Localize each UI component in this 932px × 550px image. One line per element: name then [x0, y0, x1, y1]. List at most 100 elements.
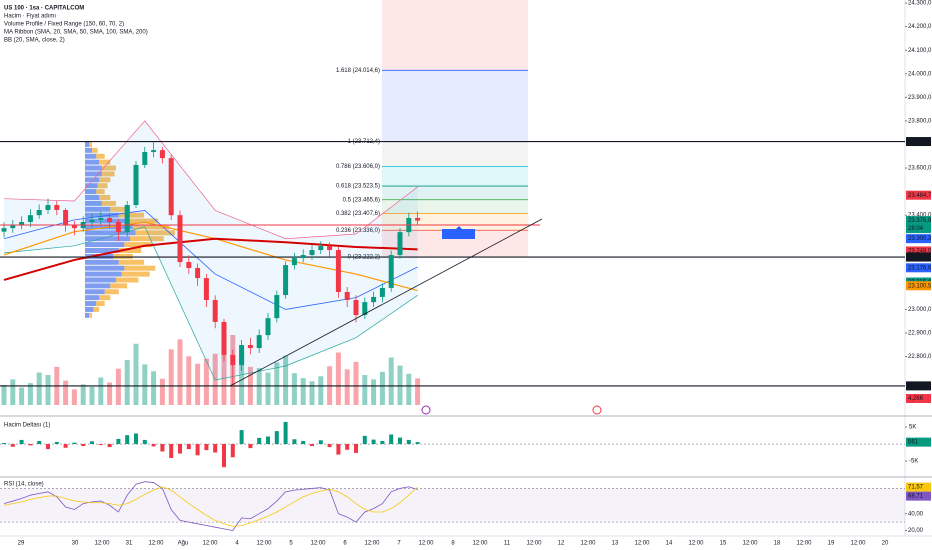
y-tick-label: -5K	[909, 459, 918, 465]
volume-profile-bar	[85, 312, 90, 318]
volume-bar	[98, 377, 104, 405]
candle-body	[212, 299, 218, 322]
volume-profile-bar	[96, 301, 105, 307]
event-icon[interactable]	[421, 405, 431, 415]
candle-body	[89, 219, 95, 222]
volume-profile-bar	[101, 171, 115, 177]
candle-body	[283, 265, 289, 296]
candle-body	[159, 150, 165, 159]
volume-bar	[159, 378, 165, 405]
price-label: 23.248,0	[908, 249, 932, 255]
fib-label: 0.236 (23.336,0)	[336, 228, 380, 234]
x-tick-label: 12:00	[472, 541, 488, 547]
x-tick-label: Ağu	[178, 541, 189, 547]
volume-bar	[10, 379, 16, 405]
volume-bar	[203, 358, 209, 405]
candle-body	[115, 221, 121, 233]
volume-bar	[142, 364, 148, 405]
rsi-line	[3, 481, 418, 531]
volume-profile-bar	[110, 283, 128, 289]
candle-body	[142, 152, 148, 165]
pane-title: Hacim Deltası (1)	[4, 423, 50, 429]
volume-profile-bar	[85, 194, 100, 200]
x-tick-label: 4	[235, 541, 239, 547]
volume-bar	[124, 360, 130, 405]
x-tick-label: 12:00	[148, 541, 164, 547]
x-tick-label: 6	[343, 541, 347, 547]
x-tick-label: 12:00	[634, 541, 650, 547]
volume-profile-bar	[96, 153, 105, 159]
value-label: 561	[908, 440, 919, 446]
candle-body	[151, 150, 157, 153]
delta-bar	[318, 440, 323, 445]
x-tick-label: 12:00	[256, 541, 272, 547]
delta-bar	[292, 439, 297, 445]
x-tick-label: 11	[504, 541, 511, 547]
delta-bar	[283, 421, 288, 445]
candle-body	[415, 217, 421, 221]
x-tick-label: 12	[558, 541, 565, 547]
event-icon[interactable]	[592, 405, 602, 415]
volume-profile-bar	[85, 253, 114, 259]
candle-body	[203, 278, 209, 300]
price-label: 23.484,7	[908, 193, 932, 199]
volume-bar	[256, 368, 262, 405]
countdown: 28:04	[908, 226, 924, 232]
fib-band	[382, 70, 528, 142]
price-label-box	[906, 137, 931, 147]
candle-body	[10, 225, 16, 229]
volume-bar	[89, 386, 95, 405]
volume-profile-bar	[85, 141, 90, 147]
candle-body	[71, 225, 77, 229]
volume-profile-bar	[115, 277, 139, 283]
volume-bar	[177, 339, 183, 405]
volume-profile-bar	[99, 177, 111, 183]
x-tick-label: 8	[451, 541, 455, 547]
x-tick-label: 12:00	[526, 541, 542, 547]
volume-profile-bar	[85, 271, 122, 277]
legend-entry: Volume Profile / Fixed Range (150, 60, 7…	[4, 22, 124, 28]
candle-body	[327, 246, 333, 251]
delta-bar	[72, 442, 77, 445]
candle-body	[124, 205, 130, 233]
candle-body	[107, 217, 113, 222]
fib-band	[382, 141, 528, 167]
volume-bar	[1, 385, 7, 405]
volume-profile-bar	[85, 212, 119, 218]
volume-bar	[388, 357, 394, 405]
volume-profile-bar	[99, 159, 111, 165]
fib-zone	[382, 0, 528, 71]
delta-bar	[362, 435, 367, 445]
y-tick-label: 23.400,0	[908, 213, 932, 219]
y-tick-label: 23.800,0	[908, 118, 932, 124]
candle-body	[371, 296, 377, 303]
price-label: 23.376,9	[908, 218, 932, 224]
delta-bar	[336, 444, 341, 455]
position-marker[interactable]	[442, 229, 475, 239]
volume-profile-bar	[85, 301, 97, 307]
volume-profile-bar	[85, 248, 119, 254]
volume-profile-bar	[132, 224, 170, 230]
candle-body	[221, 321, 227, 355]
delta-bar	[90, 441, 94, 445]
moving-average	[3, 237, 418, 281]
bollinger-band	[3, 226, 418, 381]
delta-bar	[389, 434, 394, 445]
value-label-box	[906, 491, 931, 501]
volume-profile-bar	[85, 159, 100, 165]
x-tick-label: 14	[666, 541, 673, 547]
delta-bar	[125, 435, 130, 445]
delta-bar	[274, 431, 279, 445]
fib-label: 0.786 (23.606,0)	[336, 164, 380, 170]
delta-bar	[46, 444, 50, 450]
delta-bar	[160, 444, 165, 452]
value-label-box	[906, 437, 931, 447]
delta-bar	[98, 444, 103, 446]
delta-bar	[54, 441, 59, 445]
y-tick-label: 24.000,0	[908, 71, 932, 77]
delta-bar	[248, 444, 253, 449]
volume-profile-bar	[101, 200, 116, 206]
x-tick-label: 18	[774, 541, 781, 547]
